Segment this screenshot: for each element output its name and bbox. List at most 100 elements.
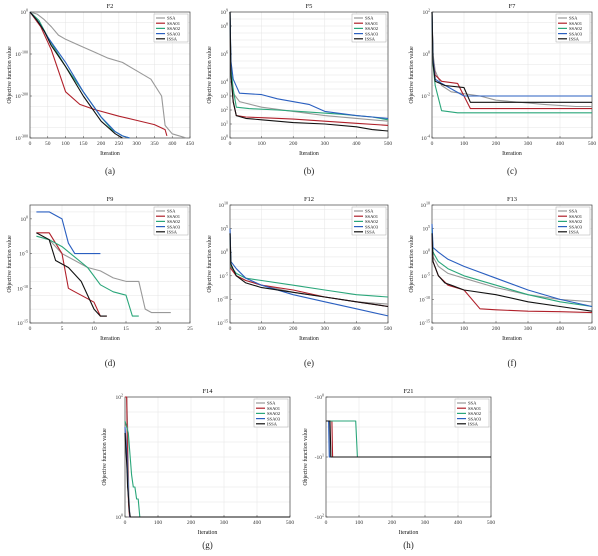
chart-title: F13 (507, 196, 517, 203)
y-tick-label: 100 (21, 214, 29, 223)
x-axis-label: Iteration (198, 530, 218, 536)
legend-entry: SSA02 (468, 411, 482, 416)
y-tick-label: 10-100 (15, 50, 28, 59)
x-tick-label: 400 (253, 520, 262, 526)
y-tick-label: 105 (221, 224, 229, 233)
legend-box (454, 398, 490, 428)
x-tick-label: 300 (421, 520, 430, 526)
chart-f7: 0 100 200 300 400 50010210010-210-4SSASSA01SS… (408, 3, 596, 176)
panel-caption: (c) (507, 166, 517, 176)
x-axis-label: Iteration (502, 151, 522, 157)
series-line-ssa (431, 11, 592, 108)
legend-entry: ISSA (569, 37, 580, 42)
y-tick-label: 10-10 (419, 295, 430, 304)
series-line-ssa (431, 228, 593, 303)
y-tick-label: 102 (116, 393, 124, 402)
x-tick-label: 10 (91, 326, 97, 332)
series-line-ssa02 (229, 233, 389, 298)
y-tick-label: 10-300 (15, 134, 28, 143)
legend-entry: SSA01 (365, 21, 379, 26)
legend-entry: ISSA (167, 37, 178, 42)
panel-caption: (b) (304, 166, 315, 176)
series-line-issa (29, 11, 123, 139)
chart-f14: 0 100 200 300 400 500102100SSASSA01SSA02SSA03… (101, 388, 294, 550)
series-line-ssa (36, 232, 171, 314)
x-tick-label: 400 (352, 141, 361, 147)
chart-title: F9 (107, 196, 114, 203)
x-tick-label: 100 (257, 326, 266, 332)
x-tick-label: 200 (492, 326, 501, 332)
series-line-ssa02 (36, 235, 139, 317)
legend-entry: SSA02 (569, 26, 583, 31)
y-tick-label: 10-15 (419, 319, 430, 328)
legend-entry: SSA (267, 401, 276, 406)
legend-entry: SSA01 (267, 406, 281, 411)
x-tick-label: 400 (556, 326, 565, 332)
x-tick-label: 0 (29, 141, 32, 147)
panel-caption: (e) (304, 358, 314, 368)
y-tick-label: 100 (423, 50, 431, 59)
legend-entry: ISSA (167, 230, 178, 235)
series-line-issa (431, 233, 593, 312)
y-axis-label: Objective function value (206, 235, 213, 293)
y-tick-label: 104 (221, 78, 229, 87)
x-tick-label: 100 (460, 326, 469, 332)
legend-entry: SSA (167, 16, 176, 21)
legend-entry: SSA03 (468, 416, 482, 421)
x-tick-label: 500 (384, 141, 393, 147)
x-tick-label: 50 (45, 141, 51, 147)
legend-entry: SSA01 (569, 214, 583, 219)
series-line-ssa (29, 11, 187, 139)
series-line-ssa03 (431, 223, 593, 308)
y-tick-label: 10-5 (19, 249, 28, 258)
plot-frame (229, 204, 389, 324)
x-tick-label: 500 (588, 326, 597, 332)
x-tick-label: 0 (229, 326, 232, 332)
series-line-issa (229, 233, 389, 308)
x-tick-label: 200 (187, 520, 196, 526)
x-axis-label: Iteration (399, 530, 419, 536)
y-axis-label: Objective function value (408, 46, 415, 104)
x-tick-label: 400 (352, 326, 361, 332)
legend-entry: SSA02 (365, 219, 379, 224)
series-line-issa (229, 11, 389, 132)
legend-entry: SSA03 (267, 416, 281, 421)
x-tick-label: 200 (97, 141, 106, 147)
plot-frame (29, 11, 191, 139)
x-tick-label: 400 (168, 141, 177, 147)
legend-entry: ISSA (365, 37, 376, 42)
legend-entry: SSA02 (167, 26, 181, 31)
y-axis-label: Objective function value (408, 235, 415, 293)
plot-frame (229, 11, 389, 139)
x-tick-label: 300 (524, 141, 533, 147)
x-tick-label: 300 (524, 326, 533, 332)
legend-entry: SSA (468, 401, 477, 406)
legend-entry: SSA02 (365, 26, 379, 31)
x-tick-label: 200 (289, 326, 298, 332)
y-tick-label: 100 (116, 513, 124, 522)
x-tick-label: 200 (289, 141, 298, 147)
y-axis-label: Objective function value (101, 428, 108, 486)
x-tick-label: 400 (556, 141, 565, 147)
x-tick-label: 450 (186, 141, 195, 147)
chart-f13: 0 100 200 300 400 500 1010 105 100 10-5 10-10 10-15… (408, 196, 596, 368)
series-line-ssa03 (229, 228, 389, 317)
x-tick-label: 500 (487, 520, 496, 526)
y-tick-label: 106 (221, 50, 229, 59)
y-tick-label: -101 (315, 453, 324, 462)
panel-caption: (f) (508, 358, 517, 368)
y-tick-label: 103 (221, 92, 229, 101)
legend-entry: SSA03 (365, 224, 379, 229)
legend-entry: SSA01 (167, 214, 181, 219)
y-tick-label: 10-10 (217, 295, 228, 304)
y-tick-label: 100 (221, 248, 229, 257)
y-tick-label: -102 (315, 513, 324, 522)
y-axis-label: Objective function value (6, 235, 13, 293)
